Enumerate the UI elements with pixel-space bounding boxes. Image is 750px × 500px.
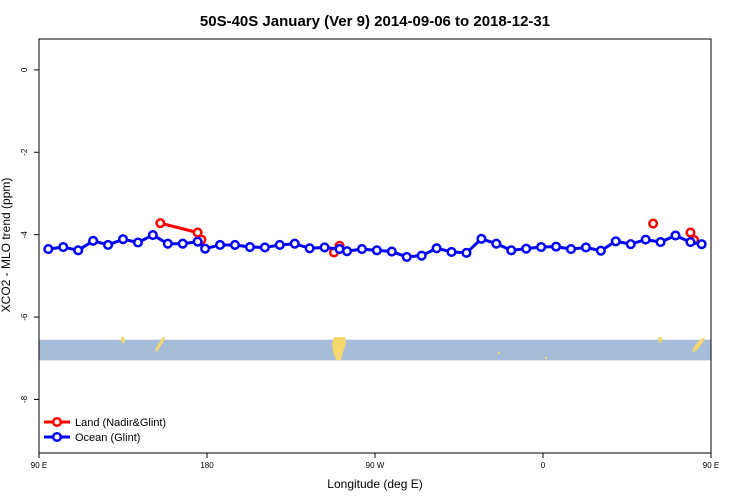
data-point: [476, 233, 487, 244]
data-point: [289, 238, 300, 249]
data-point: [625, 239, 636, 250]
data-point: [259, 242, 270, 253]
land-patch: [545, 357, 547, 359]
y-tick-label: -6: [20, 313, 29, 321]
data-point: [386, 246, 397, 257]
data-point: [655, 237, 666, 248]
data-point: [117, 234, 129, 245]
data-point: [274, 239, 285, 251]
chart-title: 50S-40S January (Ver 9) 2014-09-06 to 20…: [200, 13, 550, 30]
data-point: [685, 237, 696, 248]
x-tick-label: 90 E: [703, 461, 719, 470]
data-point: [506, 245, 517, 256]
data-point: [177, 238, 188, 249]
data-point: [670, 230, 681, 241]
data-point: [319, 242, 330, 253]
data-point: [356, 244, 367, 255]
x-tick-label: 0: [541, 461, 546, 470]
data-point: [229, 239, 241, 251]
data-point: [200, 243, 211, 254]
land-patch: [155, 337, 165, 352]
land-patch: [658, 337, 662, 343]
data-point: [461, 247, 472, 258]
legend-label-land: Land (Nadir&Glint): [75, 417, 166, 429]
data-point: [431, 243, 442, 254]
y-axis: 0 -2 -4 -6 -8: [20, 67, 39, 403]
y-axis-label: XCO2 - MLO trend (ppm): [0, 178, 13, 313]
y-tick-label: -8: [20, 395, 29, 403]
land-patch: [121, 337, 125, 344]
series-line: [48, 233, 702, 259]
data-point: [43, 244, 54, 255]
data-point: [595, 245, 606, 256]
data-point: [192, 236, 203, 247]
data-point: [73, 245, 84, 256]
data-point: [155, 218, 166, 229]
x-tick-label: 90 W: [366, 461, 385, 470]
data-point: [551, 241, 562, 252]
data-point: [565, 244, 577, 255]
legend-label-ocean: Ocean (Glint): [75, 432, 140, 444]
data-point: [580, 242, 591, 253]
data-point: [162, 238, 173, 249]
data-point: [401, 251, 412, 262]
legend-marker-ocean: [51, 431, 63, 443]
y-tick-label: 0: [20, 67, 29, 72]
data-point: [58, 241, 69, 253]
data-point: [446, 246, 457, 258]
series-layer: [43, 218, 707, 262]
data-point: [103, 239, 114, 251]
y-tick-label: -4: [20, 231, 29, 239]
data-point: [536, 241, 547, 253]
series-ocean: [43, 230, 707, 262]
x-tick-label: 180: [200, 461, 214, 470]
data-point: [685, 227, 696, 238]
data-point: [521, 243, 532, 254]
data-point: [491, 238, 502, 249]
map-strip: [39, 337, 711, 361]
land-patch: [498, 352, 500, 354]
data-point: [304, 243, 315, 254]
x-tick-label: 90 E: [31, 461, 47, 470]
x-axis: 90 E 180 90 W 0 90 E: [31, 453, 719, 470]
x-axis-label: Longitude (deg E): [327, 477, 422, 491]
data-point: [341, 246, 353, 257]
data-point: [416, 250, 427, 261]
data-point: [147, 230, 158, 241]
data-point: [371, 245, 382, 256]
data-point: [640, 234, 651, 245]
data-point: [88, 235, 99, 246]
data-point: [696, 239, 707, 250]
data-point: [132, 237, 143, 248]
land-patch: [692, 337, 705, 352]
data-point: [215, 239, 226, 251]
data-point: [244, 241, 255, 253]
y-tick-label: -2: [20, 148, 29, 156]
legend-marker-land: [51, 416, 63, 428]
legend: Land (Nadir&Glint) Ocean (Glint): [44, 416, 166, 444]
data-point: [610, 236, 621, 247]
ocean-band: [39, 339, 711, 361]
data-point: [648, 218, 659, 229]
land-patch: [332, 337, 346, 360]
